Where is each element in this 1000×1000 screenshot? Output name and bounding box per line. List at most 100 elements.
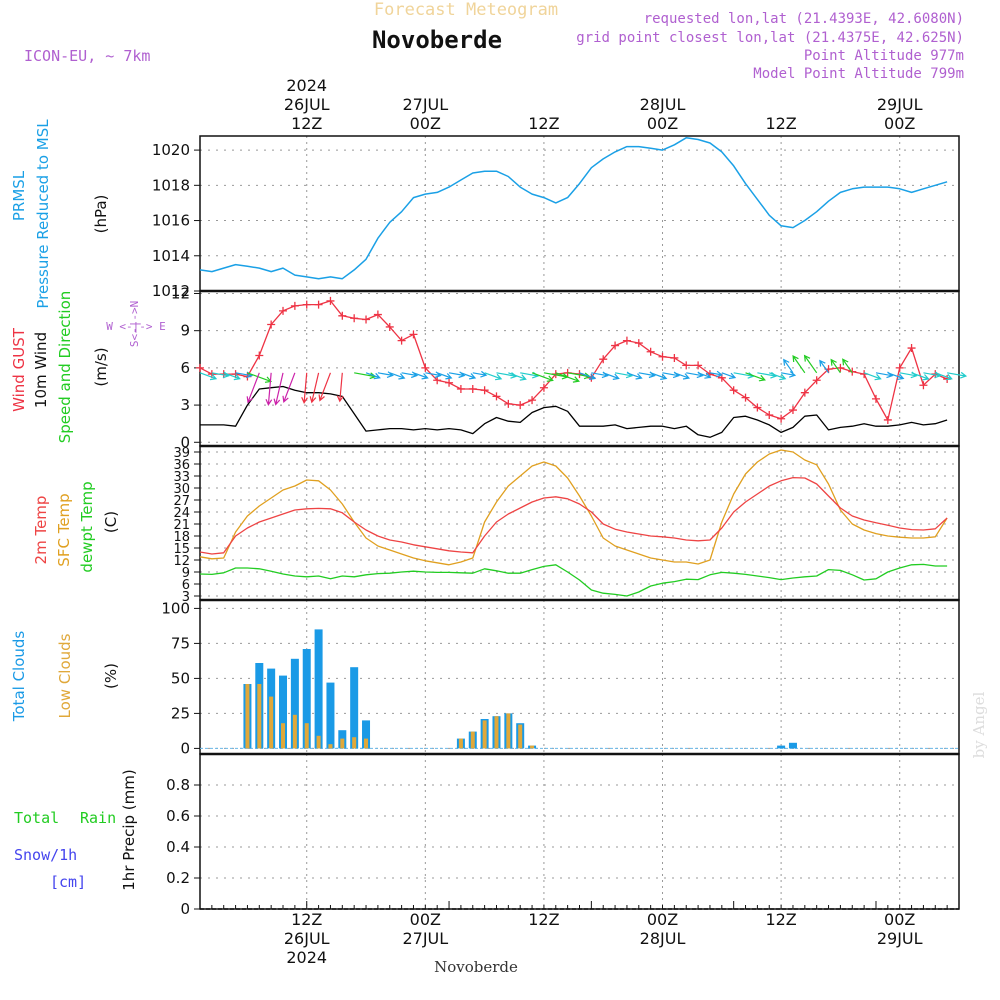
panel-precip: 0 0.2 0.4 0.6 0.8 — [166, 753, 960, 918]
wind-arrow — [484, 372, 503, 381]
total-cloud-bar — [290, 658, 299, 749]
wind-arrow — [436, 372, 453, 380]
time-label: 26JUL — [284, 95, 330, 114]
wind-arrow — [887, 372, 905, 380]
pressure-labels: PRMSL Pressure Reduced to MSL (hPa) — [10, 119, 110, 309]
time-label: 26JUL — [284, 929, 330, 948]
total-clouds-label: Total Clouds — [10, 631, 28, 723]
precip-labels: Total Rain Snow/1h [cm] 1hr Precip (mm) — [14, 769, 138, 891]
wind-arrow — [769, 372, 787, 381]
low-cloud-bar — [257, 684, 262, 749]
gust-marker — [883, 415, 892, 424]
pressure-label: Pressure Reduced to MSL — [34, 119, 52, 309]
point-altitude: Point Altitude 977m — [804, 48, 964, 64]
low-cloud-bar — [292, 714, 297, 749]
wind-arrow — [246, 372, 260, 404]
series-2m-temp — [199, 476, 948, 555]
product-title: Forecast Meteogram — [374, 0, 558, 20]
wind-arrow — [199, 372, 218, 381]
gust-marker — [326, 296, 335, 305]
y-tick-label: 25 — [171, 704, 190, 722]
low-cloud-bar — [281, 723, 286, 749]
gust-marker — [622, 336, 631, 345]
gust-marker — [409, 330, 418, 339]
wind-arrow — [301, 372, 308, 404]
wind-arrow — [460, 372, 477, 380]
gust-marker — [338, 311, 347, 320]
total-cloud-bar — [302, 649, 311, 749]
y-tick-label: 3 — [180, 396, 190, 414]
time-label: 28JUL — [640, 95, 686, 114]
total-cloud-bar — [350, 667, 359, 749]
panels: 1012101410161018102003691236912151821242… — [152, 135, 968, 918]
y-tick-label: 12 — [173, 554, 190, 569]
wind-arrow — [555, 372, 580, 383]
wind-arrow — [318, 372, 332, 402]
time-label: 00Z — [884, 910, 915, 929]
gust-marker — [788, 406, 797, 415]
low-cloud-bar — [506, 713, 511, 749]
wind-arrow — [265, 372, 273, 406]
wind-arrow — [309, 372, 320, 404]
gust-marker — [634, 339, 643, 348]
wind-dir-label: Speed and Direction — [56, 291, 74, 444]
wind-arrow — [531, 372, 554, 382]
gust-marker — [836, 363, 845, 372]
gust-marker — [397, 336, 406, 345]
wind-arrow — [336, 372, 344, 403]
y-tick-label: 12 — [171, 284, 190, 302]
gust-marker — [290, 301, 299, 310]
low-cloud-bar — [245, 684, 250, 749]
wind-arrow — [935, 372, 953, 381]
wind-arrow — [830, 358, 841, 374]
gust-marker — [753, 403, 762, 412]
gust-marker — [433, 376, 442, 385]
rain-label: Rain — [80, 809, 116, 827]
gust-marker — [670, 353, 679, 362]
t2m-label: 2m Temp — [32, 496, 50, 565]
wind-arrow — [709, 370, 724, 378]
low-cloud-bar — [482, 720, 487, 749]
y-tick-label: 6 — [180, 359, 190, 377]
time-label: 12Z — [528, 114, 559, 133]
y-tick-label: 3 — [182, 590, 190, 605]
wind-arrow — [674, 372, 691, 380]
low-cloud-bar — [530, 745, 535, 749]
wind-arrow — [389, 372, 406, 380]
gust-marker — [611, 341, 620, 350]
low-cloud-bar — [328, 744, 333, 749]
time-label: 29JUL — [877, 95, 923, 114]
wind-arrow — [282, 372, 296, 403]
gust-marker — [765, 411, 774, 419]
sfc-label: SFC Temp — [55, 493, 73, 566]
y-tick-label: 9 — [182, 566, 190, 581]
model-altitude: Model Point Altitude 799m — [753, 66, 964, 82]
snow-label: Snow/1h — [14, 846, 77, 864]
gust-marker — [646, 347, 655, 356]
gust-marker — [777, 414, 786, 423]
low-cloud-bar — [352, 737, 357, 749]
wind-arrow — [377, 371, 394, 378]
gust-marker — [741, 393, 750, 402]
gust-marker — [919, 381, 928, 390]
gust-marker — [350, 314, 359, 323]
time-label: 00Z — [884, 114, 915, 133]
wind-arrow — [863, 372, 882, 381]
y-tick-label: 1018 — [152, 176, 190, 194]
y-tick-label: 9 — [180, 322, 190, 340]
y-tick-label: 0 — [180, 900, 190, 918]
gust-marker — [362, 315, 371, 324]
time-label: 12Z — [765, 910, 796, 929]
gust-marker — [302, 300, 311, 309]
gust-marker — [421, 363, 430, 372]
low-cloud-bar — [340, 738, 345, 749]
low-cloud-bar — [458, 738, 463, 749]
total-label: Total — [14, 809, 59, 827]
gust-marker — [480, 386, 489, 395]
cloud-labels: Total Clouds Low Clouds (%) — [10, 631, 120, 723]
wind-arrow — [911, 372, 930, 381]
pressure-unit: (hPa) — [92, 195, 110, 234]
y-tick-label: 0.2 — [166, 869, 190, 887]
